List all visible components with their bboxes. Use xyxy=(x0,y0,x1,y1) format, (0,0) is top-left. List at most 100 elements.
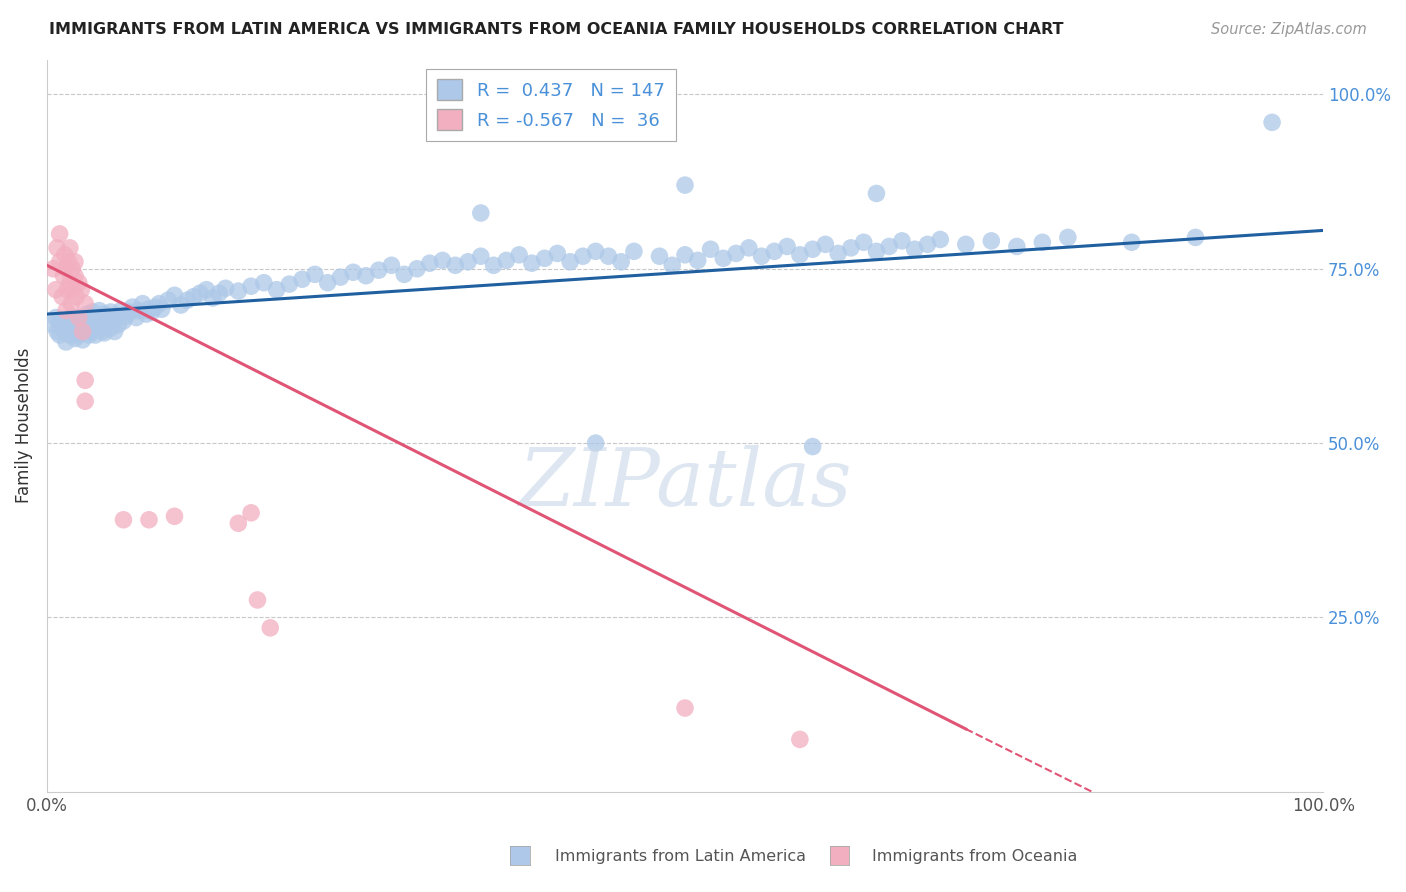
Point xyxy=(699,242,721,256)
Legend: R =  0.437   N = 147, R = -0.567   N =  36: R = 0.437 N = 147, R = -0.567 N = 36 xyxy=(426,69,676,141)
Point xyxy=(67,276,90,290)
Point xyxy=(354,268,377,283)
Point xyxy=(329,270,352,285)
Point xyxy=(598,249,620,263)
Point xyxy=(1184,230,1206,244)
Point xyxy=(65,321,87,335)
Point xyxy=(52,268,75,283)
Point xyxy=(46,325,69,339)
Point xyxy=(367,263,389,277)
Point xyxy=(406,261,429,276)
Point xyxy=(1005,239,1028,253)
Point xyxy=(45,283,67,297)
Point xyxy=(789,248,811,262)
Point xyxy=(585,244,607,259)
Point xyxy=(673,178,696,193)
Point xyxy=(72,325,94,339)
Point xyxy=(585,436,607,450)
Point xyxy=(56,283,79,297)
Point xyxy=(67,310,90,325)
Point xyxy=(70,283,93,297)
Point xyxy=(59,318,82,332)
Point xyxy=(55,261,77,276)
Point xyxy=(65,290,87,304)
Point xyxy=(852,235,875,250)
Point xyxy=(125,310,148,325)
Point xyxy=(201,291,224,305)
Point xyxy=(801,242,824,256)
Point xyxy=(42,318,65,332)
Point xyxy=(214,281,236,295)
Point xyxy=(1031,235,1053,250)
Point xyxy=(121,300,143,314)
Point xyxy=(131,296,153,310)
Point xyxy=(103,314,125,328)
Point xyxy=(623,244,645,259)
Point xyxy=(240,506,263,520)
Point xyxy=(87,310,110,325)
Point xyxy=(183,290,205,304)
Point xyxy=(115,309,138,323)
Point xyxy=(103,325,125,339)
Point xyxy=(801,440,824,454)
Point xyxy=(789,732,811,747)
Point xyxy=(163,288,186,302)
Point xyxy=(60,310,83,325)
Point xyxy=(738,241,761,255)
Point xyxy=(62,316,84,330)
Point xyxy=(482,258,505,272)
Point xyxy=(83,321,105,335)
Point xyxy=(157,293,180,307)
Point xyxy=(380,258,402,272)
Point xyxy=(150,302,173,317)
Point xyxy=(51,290,73,304)
Point xyxy=(42,261,65,276)
Point xyxy=(105,309,128,323)
Point xyxy=(51,318,73,333)
Point xyxy=(266,283,288,297)
Point xyxy=(75,394,97,409)
Point xyxy=(148,296,170,310)
Point xyxy=(980,234,1002,248)
Point xyxy=(138,513,160,527)
Point xyxy=(100,305,122,319)
Point xyxy=(1121,235,1143,250)
Point xyxy=(188,286,211,301)
Point xyxy=(62,283,84,297)
Point xyxy=(195,283,218,297)
Text: Source: ZipAtlas.com: Source: ZipAtlas.com xyxy=(1211,22,1367,37)
Point xyxy=(457,254,479,268)
Point xyxy=(72,314,94,328)
Point xyxy=(52,314,75,328)
Point xyxy=(170,298,193,312)
Point xyxy=(69,318,91,333)
Point xyxy=(76,307,98,321)
Point xyxy=(865,244,887,259)
Point xyxy=(118,305,141,319)
Point xyxy=(711,252,734,266)
Point xyxy=(63,314,86,328)
Point xyxy=(394,268,416,282)
Point xyxy=(66,316,89,330)
Point xyxy=(259,621,281,635)
Point xyxy=(1261,115,1284,129)
Point xyxy=(304,268,326,282)
Point xyxy=(904,242,927,256)
Point xyxy=(93,326,115,340)
Point xyxy=(546,246,568,260)
Point xyxy=(48,227,70,241)
Text: ZIPatlas: ZIPatlas xyxy=(519,445,852,523)
Point xyxy=(827,246,849,260)
Point xyxy=(520,256,543,270)
Point xyxy=(929,232,952,246)
Point xyxy=(673,701,696,715)
Point xyxy=(91,312,114,326)
Point xyxy=(432,253,454,268)
Point xyxy=(610,254,633,268)
Point xyxy=(533,252,555,266)
Point xyxy=(163,509,186,524)
Point xyxy=(865,186,887,201)
Point xyxy=(96,316,118,330)
Point xyxy=(228,516,250,531)
Point xyxy=(72,333,94,347)
